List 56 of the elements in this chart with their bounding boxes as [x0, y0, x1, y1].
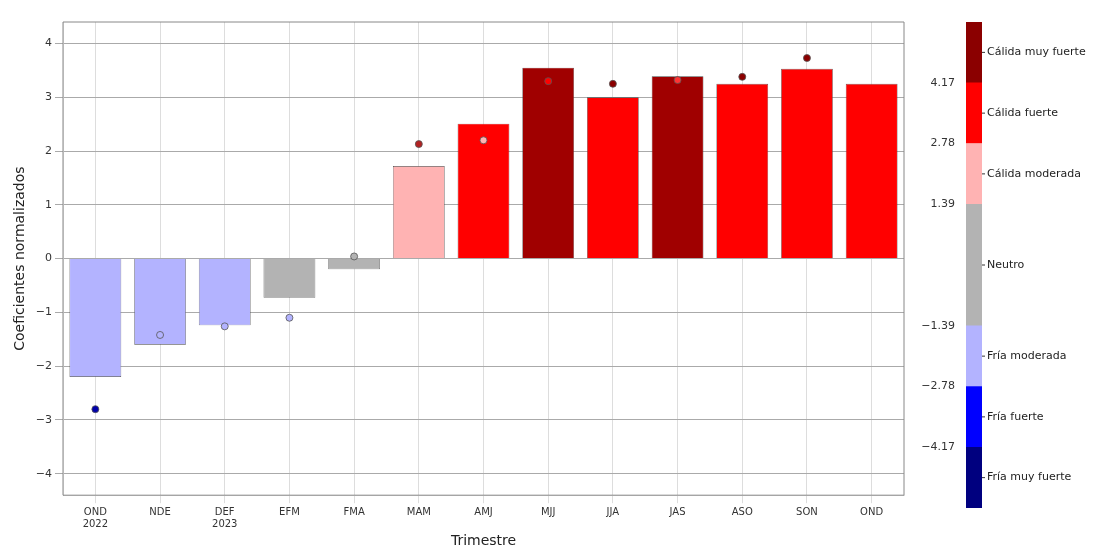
y-tick-label: −2.78 — [921, 379, 955, 393]
y-tick-label: 1 — [45, 197, 53, 211]
y-tick-label: 3 — [45, 90, 53, 104]
point — [738, 72, 747, 81]
series-label: Cálida muy fuerte — [987, 45, 1086, 59]
y-tick-label: −4 — [35, 466, 53, 480]
x-tick-label: ASO — [731, 505, 753, 517]
x-tick-label: SON — [796, 505, 818, 517]
y-tick-label: 4 — [45, 36, 53, 50]
y-tick-label: 2.78 — [930, 136, 955, 150]
bar — [966, 22, 982, 84]
y-tick-label: 2 — [45, 143, 53, 157]
x-tick-label: MJJ — [540, 505, 556, 517]
bar — [966, 82, 982, 144]
x-tick-label: JJA — [605, 505, 620, 517]
x-tick-label: DEF 2023 — [212, 505, 238, 529]
y-tick-label: 0 — [45, 251, 53, 265]
x-tick-label: EFM — [279, 505, 300, 517]
series-label: Neutro — [987, 257, 1025, 271]
point — [350, 252, 359, 261]
point — [544, 77, 553, 86]
point — [285, 313, 294, 322]
y-axis-title: Coeficientes normalizados — [11, 166, 28, 351]
x-tick-label: OND 2022 — [82, 505, 109, 529]
y-tick-label: 4.17 — [930, 75, 955, 89]
y-tick-label: −2 — [35, 359, 53, 372]
point — [608, 79, 617, 88]
bar — [966, 143, 982, 205]
point — [673, 76, 682, 84]
point — [414, 140, 423, 148]
series-label: Cálida fuerte — [987, 105, 1059, 119]
x-tick-label: OND — [860, 505, 884, 517]
bar — [966, 325, 982, 387]
y-tick-label: −4.17 — [921, 440, 955, 454]
point — [220, 322, 229, 331]
y-tick-label: 1.39 — [930, 197, 955, 211]
x-tick-label: MAM — [406, 505, 431, 517]
series-label: Fría moderada — [987, 348, 1067, 362]
y-tick-label: −1.39 — [921, 318, 955, 332]
y-tick-label: −1 — [35, 305, 53, 319]
point — [803, 54, 811, 62]
x-tick-label: AMJ — [474, 505, 493, 517]
series-label: Cálida moderada — [987, 166, 1081, 180]
x-tick-label: JAS — [668, 505, 686, 517]
y-tick-label: −3 — [35, 412, 53, 426]
bar — [966, 386, 982, 448]
point — [91, 405, 100, 414]
x-axis-title: Trimestre — [449, 532, 517, 549]
bar — [966, 203, 982, 327]
series-label: Fría muy fuerte — [987, 470, 1072, 484]
point — [479, 136, 488, 145]
x-tick-label: NDE — [149, 505, 171, 517]
point — [156, 331, 164, 339]
bar — [966, 446, 982, 508]
series-label: Fría fuerte — [987, 409, 1044, 423]
x-tick-label: FMA — [343, 505, 365, 517]
